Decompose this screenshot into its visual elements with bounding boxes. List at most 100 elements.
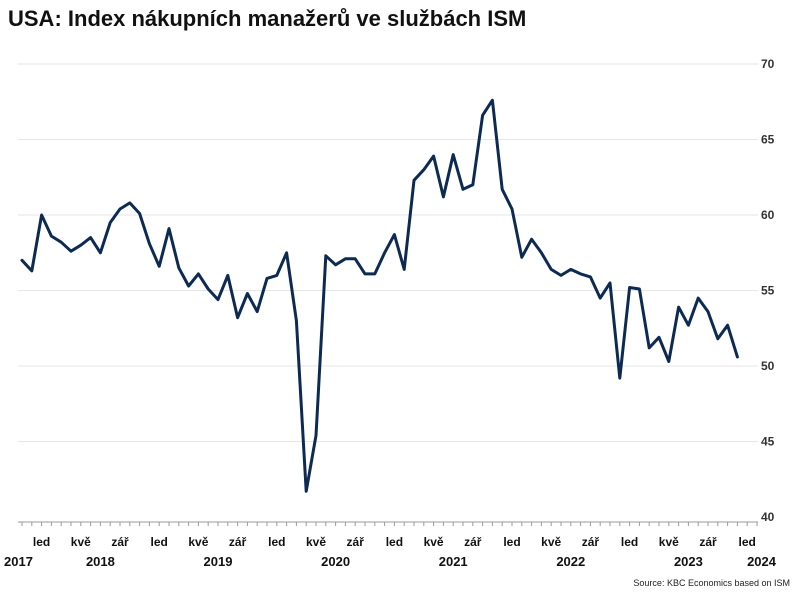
x-month-label: zář [582,535,600,549]
data-point [276,274,278,276]
data-point [638,288,640,290]
data-point [70,250,72,252]
data-point [256,310,258,312]
y-tick-label: 60 [761,208,775,222]
data-point [668,360,670,362]
series-line-ism-services [20,98,739,493]
data-point [187,285,189,287]
data-point [609,282,611,284]
data-point [462,188,464,190]
x-month-label: kvě [306,535,326,549]
x-month-label: kvě [71,535,91,549]
data-point [570,268,572,270]
data-point [285,252,287,254]
data-point [628,286,630,288]
gridlines [18,63,758,442]
data-point [511,208,513,210]
x-year-label: 2020 [321,554,350,569]
data-point [50,235,52,237]
data-point [168,227,170,229]
data-point [109,221,111,223]
data-point [677,306,679,308]
data-point [550,268,552,270]
chart-title: USA: Index nákupních manažerů ve službác… [8,6,527,31]
data-point [403,268,405,270]
data-point [217,298,219,300]
data-point [687,324,689,326]
data-point [197,273,199,275]
x-month-label: led [739,535,756,549]
data-point [295,320,297,322]
data-point [736,356,738,358]
x-month-label: zář [229,535,247,549]
data-point [21,259,23,261]
y-tick-label: 55 [761,284,775,298]
x-month-label: led [33,535,50,549]
data-point [452,153,454,155]
data-point [246,292,248,294]
data-point [178,267,180,269]
x-axis-ticks: led kvě zář led kvě zář led kvě zář led kvě zář led k… [4,535,777,569]
x-month-label: zář [699,535,717,549]
data-point [148,242,150,244]
data-point [266,277,268,279]
x-year-label: 2018 [86,554,115,569]
x-month-label: zář [347,535,365,549]
data-point [227,274,229,276]
x-month-label: kvě [659,535,679,549]
series-layer [20,98,739,493]
x-year-label: 2021 [439,554,468,569]
x-month-label: kvě [541,535,561,549]
x-month-label: zář [111,535,129,549]
data-point [129,202,131,204]
x-month-label: led [268,535,285,549]
x-year-label: 2024 [747,554,777,569]
data-point [334,264,336,266]
x-month-label: led [151,535,168,549]
data-point [481,114,483,116]
x-month-label: zář [464,535,482,549]
data-point [432,155,434,157]
data-point [374,273,376,275]
data-point [579,273,581,275]
y-tick-label: 65 [761,133,775,147]
x-year-label: 2023 [674,554,703,569]
data-point [354,258,356,260]
y-tick-label: 50 [761,359,775,373]
data-point [501,188,503,190]
data-point [658,336,660,338]
source-note: Source: KBC Economics based on ISM [633,578,790,588]
data-point [138,212,140,214]
data-point [619,377,621,379]
data-point [89,236,91,238]
data-point [413,179,415,181]
x-month-label: led [386,535,403,549]
data-point [315,434,317,436]
data-point [119,208,121,210]
data-point [158,265,160,267]
data-point [99,252,101,254]
x-year-label: 2022 [556,554,585,569]
x-month-label: led [621,535,638,549]
data-point [423,169,425,171]
data-point [707,310,709,312]
data-point [207,288,209,290]
data-point [521,256,523,258]
x-month-label: kvě [188,535,208,549]
data-point [325,255,327,257]
data-point [726,324,728,326]
data-point [599,297,601,299]
data-point [442,196,444,198]
data-point [540,252,542,254]
data-point [393,233,395,235]
data-point [236,316,238,318]
data-point [697,297,699,299]
x-month-label: kvě [424,535,444,549]
x-month-label: led [503,535,520,549]
data-point [472,184,474,186]
data-point [560,274,562,276]
y-axis-ticks: 40 45 50 55 60 65 70 [761,57,775,524]
data-point [589,276,591,278]
x-axis [18,521,758,526]
